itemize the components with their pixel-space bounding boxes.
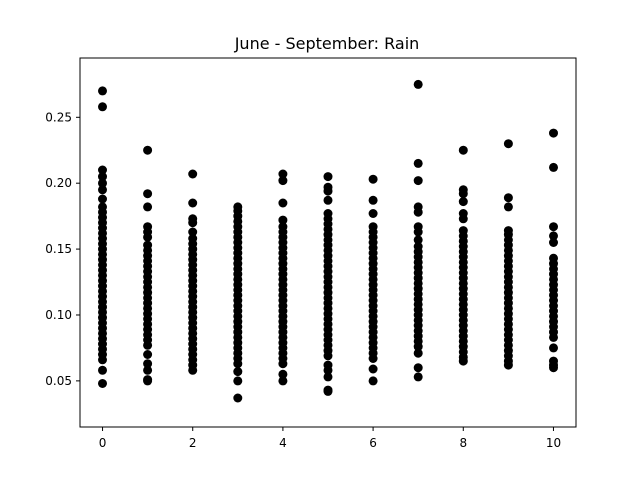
data-point bbox=[278, 376, 288, 386]
data-point bbox=[503, 139, 513, 149]
data-point bbox=[188, 365, 198, 375]
x-axis: 0 2 4 6 8 10 bbox=[99, 427, 561, 450]
data-point bbox=[549, 231, 558, 241]
data-point bbox=[98, 102, 107, 112]
data-point bbox=[98, 185, 107, 195]
data-point bbox=[98, 379, 107, 388]
data-point bbox=[458, 197, 468, 207]
data-point bbox=[503, 202, 513, 212]
data-point bbox=[458, 189, 468, 199]
data-point bbox=[549, 238, 558, 247]
data-point bbox=[549, 332, 558, 342]
data-point bbox=[233, 367, 243, 377]
data-point bbox=[98, 178, 107, 188]
data-point bbox=[323, 172, 333, 182]
data-point bbox=[323, 186, 333, 196]
y-axis: 0.05 0.10 0.15 0.20 0.25 bbox=[45, 110, 80, 388]
data-point bbox=[549, 162, 558, 172]
plot-frame bbox=[79, 57, 577, 428]
data-point bbox=[413, 176, 423, 186]
y-tick-label: 0.25 bbox=[45, 110, 72, 124]
x-tick-label: 4 bbox=[279, 436, 287, 450]
data-point bbox=[143, 376, 153, 386]
data-point bbox=[323, 351, 333, 361]
data-point bbox=[549, 343, 558, 353]
x-tick-label: 0 bbox=[99, 436, 107, 450]
data-point bbox=[233, 359, 243, 369]
data-point bbox=[413, 235, 423, 245]
data-point bbox=[368, 364, 378, 374]
data-point bbox=[413, 372, 423, 382]
data-point bbox=[98, 86, 107, 96]
y-tick-label: 0.20 bbox=[45, 176, 72, 190]
data-point bbox=[323, 365, 333, 375]
data-point bbox=[143, 365, 153, 375]
data-point bbox=[98, 355, 107, 365]
x-tick-label: 8 bbox=[459, 436, 467, 450]
points-layer bbox=[98, 79, 558, 403]
data-point bbox=[368, 195, 378, 205]
data-point bbox=[413, 207, 423, 217]
data-point bbox=[503, 193, 513, 203]
data-point bbox=[278, 369, 288, 379]
data-point bbox=[503, 360, 513, 370]
data-point bbox=[323, 386, 333, 396]
y-tick-label: 0.05 bbox=[45, 374, 72, 388]
data-point bbox=[549, 222, 558, 232]
data-point bbox=[413, 227, 423, 237]
data-point bbox=[188, 227, 198, 237]
data-point bbox=[143, 202, 153, 212]
data-point bbox=[323, 372, 333, 382]
data-point bbox=[188, 198, 198, 208]
data-point bbox=[458, 356, 468, 366]
data-point bbox=[368, 376, 378, 386]
data-point bbox=[188, 218, 198, 228]
data-point bbox=[413, 348, 423, 358]
x-tick-label: 6 bbox=[369, 436, 377, 450]
data-point bbox=[188, 169, 198, 179]
data-point bbox=[413, 79, 423, 89]
x-tick-label: 10 bbox=[546, 436, 561, 450]
data-point bbox=[458, 145, 468, 155]
data-point bbox=[233, 376, 243, 386]
data-point bbox=[549, 363, 558, 373]
data-point bbox=[413, 342, 423, 352]
data-point bbox=[143, 232, 153, 242]
x-tick-label: 2 bbox=[189, 436, 197, 450]
data-point bbox=[278, 198, 288, 208]
data-point bbox=[143, 189, 153, 199]
y-tick-label: 0.10 bbox=[45, 308, 72, 322]
data-point bbox=[278, 215, 288, 225]
data-point bbox=[98, 194, 107, 204]
chart-title: June - September: Rain bbox=[234, 34, 420, 53]
data-point bbox=[413, 363, 423, 373]
data-point bbox=[143, 145, 153, 155]
data-point bbox=[549, 128, 558, 138]
data-point bbox=[233, 393, 243, 403]
data-point bbox=[98, 165, 107, 175]
data-point bbox=[98, 365, 107, 375]
y-tick-label: 0.15 bbox=[45, 242, 72, 256]
data-point bbox=[368, 354, 378, 363]
data-point bbox=[143, 350, 153, 359]
data-point bbox=[143, 359, 153, 369]
data-point bbox=[368, 174, 378, 184]
data-point bbox=[368, 209, 378, 218]
data-point bbox=[278, 176, 288, 186]
data-point bbox=[323, 195, 333, 205]
data-point bbox=[278, 359, 288, 369]
data-point bbox=[278, 169, 288, 179]
data-point bbox=[98, 172, 107, 182]
data-point bbox=[413, 158, 423, 168]
data-point bbox=[458, 214, 468, 224]
data-point bbox=[143, 340, 153, 350]
